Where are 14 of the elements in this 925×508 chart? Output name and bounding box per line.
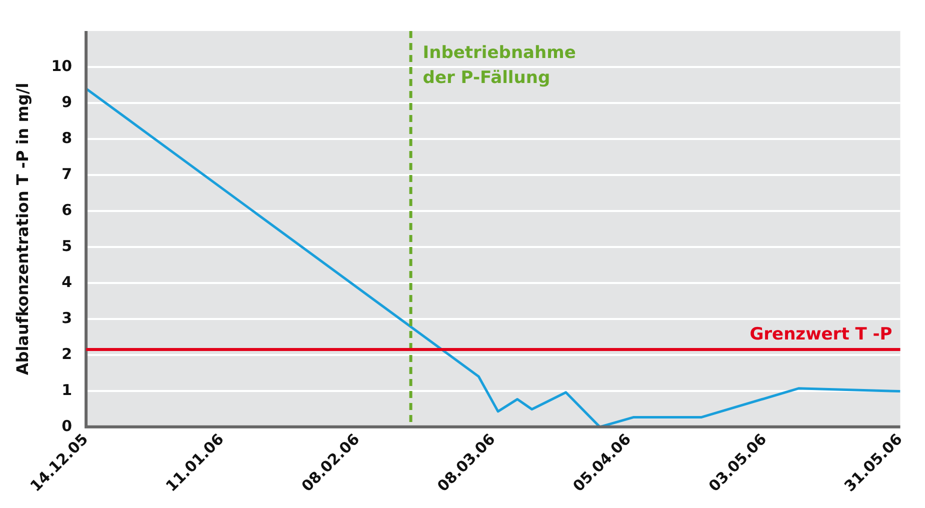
y-tick-label: 3 bbox=[62, 308, 72, 327]
y-tick-label: 4 bbox=[62, 272, 72, 291]
y-axis-title: Ablaufkonzentration T -P in mg/l bbox=[12, 82, 32, 376]
y-tick-label: 0 bbox=[62, 416, 72, 435]
y-tick-label: 7 bbox=[62, 164, 72, 183]
y-tick-label: 2 bbox=[62, 344, 72, 363]
y-tick-label: 5 bbox=[62, 236, 72, 255]
y-tick-label: 1 bbox=[62, 380, 72, 399]
y-tick-label: 10 bbox=[51, 56, 72, 75]
ref-line-label: Grenzwert T -P bbox=[750, 324, 892, 344]
ref-line-label: Inbetriebnahme der P-Fällung bbox=[422, 42, 576, 88]
y-tick-label: 6 bbox=[62, 200, 72, 219]
y-tick-label: 9 bbox=[62, 92, 72, 111]
y-tick-label: 8 bbox=[62, 128, 72, 147]
